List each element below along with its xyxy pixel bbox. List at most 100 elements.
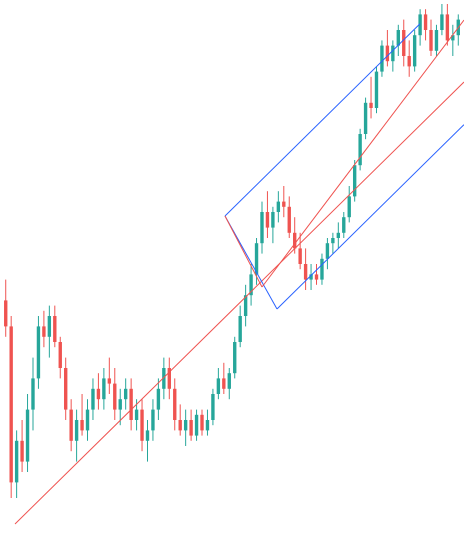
candle-body-bearish — [303, 264, 308, 280]
candle — [249, 264, 253, 306]
candle-body-bullish — [123, 388, 128, 400]
candle-body-bullish — [440, 14, 444, 30]
candle — [36, 316, 41, 389]
candle-body-bullish — [418, 14, 422, 36]
candle-body-bullish — [134, 409, 139, 420]
candle-body-bullish — [31, 378, 35, 410]
candle-body-bullish — [118, 399, 122, 410]
candle-body-bullish — [309, 274, 313, 280]
candle-body-bearish — [178, 420, 182, 431]
candle — [342, 212, 346, 238]
candle-body-bearish — [64, 368, 68, 410]
candle — [412, 30, 417, 72]
candle — [64, 357, 68, 420]
candle-body-bullish — [363, 102, 368, 134]
candle — [129, 378, 133, 431]
candle — [25, 394, 30, 472]
candle — [162, 357, 166, 400]
candle-body-bearish — [129, 388, 133, 420]
candle-body-bearish — [222, 378, 226, 389]
candle — [20, 420, 24, 472]
candle-body-bearish — [369, 102, 373, 108]
candle-body-bullish — [352, 165, 357, 197]
candle-body-bearish — [287, 206, 291, 233]
candle — [260, 201, 264, 254]
candle-body-bullish — [254, 243, 259, 275]
candle — [194, 409, 199, 441]
candle-body-bearish — [53, 316, 57, 342]
candle — [369, 76, 373, 119]
candle — [445, 4, 450, 46]
candle — [227, 368, 231, 400]
candle-body-bullish — [156, 388, 161, 410]
candle-body-bearish — [200, 414, 204, 431]
candle-body-bullish — [412, 35, 417, 67]
candle — [391, 40, 395, 72]
candle — [358, 128, 362, 171]
candle-body-bullish — [233, 342, 237, 374]
candle-body-bullish — [249, 274, 253, 296]
candle — [331, 232, 335, 254]
candle — [303, 248, 308, 290]
candle — [352, 160, 357, 202]
candle — [407, 40, 411, 77]
candle — [440, 4, 444, 36]
candle-body-bullish — [325, 243, 330, 259]
drawings-layer — [14, 19, 464, 525]
candle — [293, 217, 297, 254]
candle — [74, 409, 79, 462]
channel-base-line[interactable] — [224, 215, 278, 310]
candles-layer — [4, 4, 460, 498]
candle — [456, 14, 460, 46]
candle-body-bullish — [91, 388, 95, 410]
channel-bottom-line[interactable] — [276, 124, 464, 310]
candle-body-bullish — [271, 212, 275, 228]
candle — [140, 399, 144, 452]
candle — [167, 357, 171, 400]
candle-body-bullish — [205, 420, 210, 431]
candle — [91, 378, 95, 420]
candle — [200, 409, 204, 436]
candle-body-bearish — [167, 368, 171, 389]
candle-body-bullish — [260, 212, 264, 244]
candle — [69, 399, 73, 452]
candle-body-bullish — [358, 134, 362, 166]
candle-body-bearish — [189, 420, 193, 436]
candle-body-bearish — [42, 326, 46, 337]
channel-median-line[interactable] — [261, 19, 464, 288]
candle-body-bullish — [238, 316, 242, 342]
candle — [85, 399, 90, 441]
candle-body-bearish — [293, 232, 297, 249]
candle — [325, 238, 330, 270]
candle-body-bearish — [282, 201, 286, 207]
candle-body-bullish — [451, 35, 455, 41]
candle — [216, 368, 221, 400]
candle-body-bullish — [374, 71, 379, 108]
candle-body-bullish — [380, 45, 384, 72]
candle-body-bullish — [216, 378, 221, 394]
candle-body-bearish — [107, 378, 112, 384]
candle-body-bearish — [140, 409, 144, 441]
candle-body-bearish — [429, 30, 433, 51]
candle — [145, 420, 150, 462]
candle-body-bullish — [276, 201, 281, 212]
candle-body-bearish — [265, 212, 270, 228]
candle-body-bearish — [314, 274, 319, 280]
candle — [429, 19, 433, 56]
candle — [47, 305, 52, 358]
candle-body-bullish — [227, 373, 231, 389]
candle-body-bullish — [183, 420, 188, 431]
candle-body-bullish — [85, 409, 90, 431]
candle — [451, 24, 455, 56]
candle — [309, 264, 313, 290]
channel-top-line[interactable] — [224, 23, 421, 217]
candle — [80, 394, 84, 436]
candle-body-bearish — [80, 420, 84, 431]
channel-median-start[interactable] — [224, 215, 263, 288]
trendline[interactable] — [14, 81, 464, 525]
candle-body-bearish — [58, 342, 62, 368]
candle-body-bullish — [74, 420, 79, 441]
candle-body-bullish — [434, 30, 439, 51]
candle — [363, 97, 368, 140]
